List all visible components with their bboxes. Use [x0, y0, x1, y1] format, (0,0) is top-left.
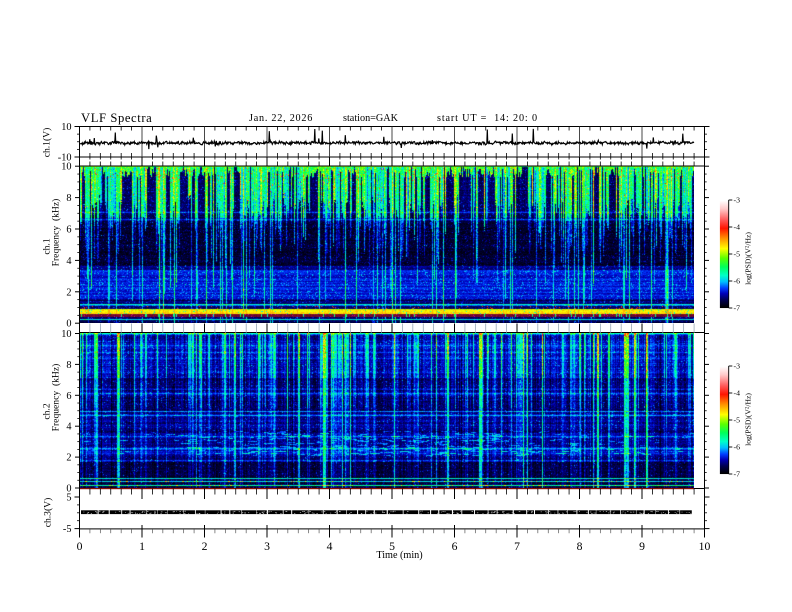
svg-text:-7: -7 — [734, 304, 741, 313]
svg-text:7: 7 — [514, 540, 520, 553]
svg-text:-5: -5 — [734, 250, 741, 259]
svg-text:-10: -10 — [58, 152, 72, 163]
svg-text:6: 6 — [66, 225, 71, 236]
svg-text:8: 8 — [577, 540, 583, 553]
svg-text:2: 2 — [66, 287, 71, 298]
svg-text:-6: -6 — [734, 443, 741, 452]
svg-text:6: 6 — [452, 540, 458, 553]
svg-text:-5: -5 — [63, 524, 72, 535]
svg-text:5: 5 — [389, 540, 395, 553]
svg-text:1: 1 — [139, 540, 145, 553]
svg-text:0: 0 — [66, 484, 71, 495]
svg-text:4: 4 — [327, 540, 333, 553]
svg-text:9: 9 — [639, 540, 645, 553]
svg-text:3: 3 — [264, 540, 270, 553]
svg-text:-5: -5 — [734, 416, 741, 425]
svg-text:5: 5 — [66, 493, 71, 504]
svg-text:8: 8 — [66, 360, 71, 371]
svg-text:-3: -3 — [734, 362, 741, 371]
svg-text:-3: -3 — [734, 196, 741, 205]
svg-text:2: 2 — [202, 540, 208, 553]
svg-text:Time (min): Time (min) — [376, 550, 422, 561]
svg-text:10: 10 — [61, 122, 71, 133]
svg-text:10: 10 — [699, 540, 711, 553]
svg-text:0: 0 — [77, 540, 83, 553]
svg-text:-4: -4 — [734, 223, 741, 232]
svg-text:0: 0 — [66, 319, 71, 330]
svg-text:-4: -4 — [734, 389, 741, 398]
svg-text:-7: -7 — [734, 470, 741, 479]
svg-text:4: 4 — [66, 256, 71, 267]
svg-text:2: 2 — [66, 453, 71, 464]
svg-text:10: 10 — [61, 162, 71, 173]
svg-text:-6: -6 — [734, 277, 741, 286]
svg-text:10: 10 — [61, 329, 71, 340]
svg-text:6: 6 — [66, 391, 71, 402]
svg-text:4: 4 — [66, 422, 71, 433]
svg-text:8: 8 — [66, 193, 71, 204]
